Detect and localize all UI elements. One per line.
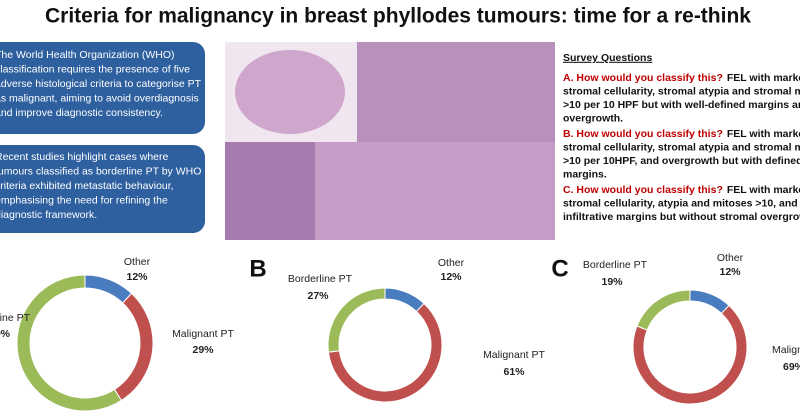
donut-segment [636, 289, 691, 331]
segment-label: Malignant PT [483, 349, 545, 361]
image-panel [315, 142, 555, 240]
segment-label: Borderline PT [288, 273, 353, 285]
segment-label: Malignant PT [772, 344, 800, 356]
survey-heading: Survey Questions [563, 52, 652, 64]
question-prompt: A. How would you classify this? [563, 72, 723, 84]
info-text: as malignant, aiming to avoid overdiagno… [0, 92, 199, 104]
donut-segment [16, 274, 123, 412]
question-text: stromal cellularity, atypia and mitoses … [563, 197, 798, 209]
question-text: FEL with marked [727, 184, 800, 196]
question-text: FEL with marked [727, 128, 800, 140]
info-text: and improve diagnostic consistency. [0, 107, 163, 119]
panel-label: C [551, 255, 568, 282]
question-text: >10 per 10 HPF but with well-defined mar… [563, 99, 800, 111]
segment-value: 12% [440, 271, 462, 283]
info-text: tumours classified as borderline PT by W… [0, 165, 201, 177]
info-text: criteria exhibited metastatic behaviour, [0, 180, 174, 192]
info-text: diagnostic framework. [0, 209, 97, 221]
image-panel [357, 42, 555, 142]
survey-question: B. How would you classify this? FEL with … [563, 128, 800, 181]
question-text: stromal cellularity, stromal atypia and … [563, 85, 800, 97]
segment-value: 12% [126, 271, 148, 283]
segment-value: 12% [719, 266, 741, 278]
donut-segment [327, 287, 386, 353]
survey-question: A. How would you classify this? FEL with … [563, 72, 800, 125]
info-box [0, 145, 205, 233]
panel-label: B [249, 255, 266, 282]
donut-segment [113, 292, 154, 402]
segment-value: 29% [192, 344, 214, 356]
question-text: >10 per 10HPF, and overgrowth but with d… [563, 155, 800, 167]
question-text: stromal cellularity, stromal atypia and … [563, 141, 800, 153]
segment-label: Malignant PT [172, 328, 234, 340]
segment-value: 61% [503, 366, 525, 378]
title: Criteria for malignancy in breast phyllo… [45, 5, 751, 28]
segment-label: Borderline PT [0, 312, 31, 324]
info-box [0, 42, 205, 134]
info-text: classification requires the presence of … [0, 63, 190, 75]
segment-label: Borderline PT [583, 259, 648, 271]
segment-value: 59% [0, 328, 11, 340]
info-text: The World Health Organization (WHO) [0, 49, 175, 61]
segment-label: Other [717, 252, 744, 264]
question-prompt: B. How would you classify this? [563, 128, 723, 140]
segment-label: Other [124, 256, 151, 268]
question-text: margins. [563, 168, 607, 180]
question-text: infiltrative margins but without stromal… [563, 211, 800, 223]
image-panel [225, 142, 315, 240]
segment-value: 27% [307, 290, 329, 302]
image-tissue [235, 50, 345, 134]
info-text: Recent studies highlight cases where [0, 151, 169, 163]
donut-segment [689, 289, 730, 315]
question-text: FEL with marked [727, 72, 800, 84]
info-text: adverse histological criteria to categor… [0, 78, 202, 90]
question-prompt: C. How would you classify this? [563, 184, 723, 196]
question-text: overgrowth. [563, 112, 623, 124]
segment-value: 69% [783, 361, 800, 373]
segment-value: 19% [601, 276, 623, 288]
info-text: emphasising the need for refining the [0, 194, 168, 206]
donut-segment [384, 287, 425, 313]
histology-image [225, 42, 555, 240]
survey-question: C. How would you classify this? FEL with … [563, 184, 800, 223]
donut-segment [84, 274, 133, 304]
segment-label: Other [438, 257, 465, 269]
